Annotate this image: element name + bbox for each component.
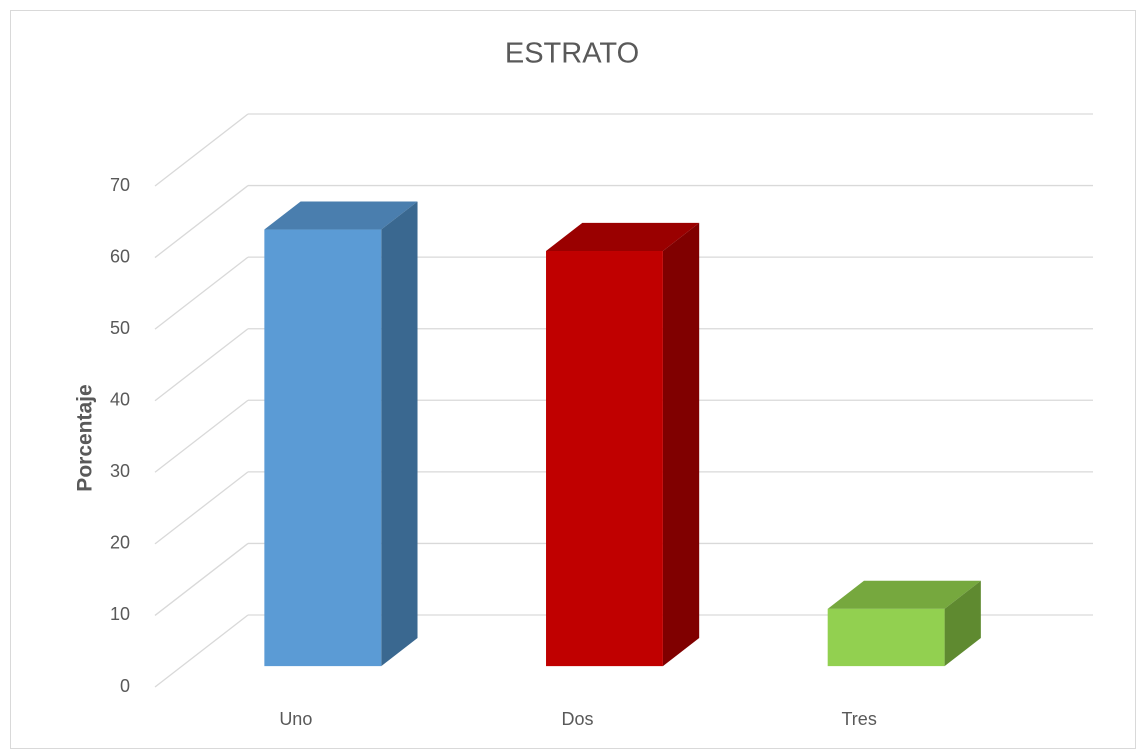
grid-line xyxy=(154,328,249,402)
y-tick-label: 20 xyxy=(110,533,130,553)
grid-line xyxy=(154,542,249,616)
bar xyxy=(264,229,382,667)
y-tick-label: 40 xyxy=(110,389,130,409)
bar-top xyxy=(546,222,700,252)
y-tick-label: 10 xyxy=(110,604,130,624)
y-tick-label: 60 xyxy=(110,246,130,266)
x-tick-label: Tres xyxy=(841,709,876,729)
grid-line xyxy=(154,471,249,545)
x-tick-label: Dos xyxy=(561,709,593,729)
bar-side xyxy=(944,580,981,667)
grid-line xyxy=(154,113,249,187)
grid-line xyxy=(154,185,249,259)
bar-side xyxy=(662,222,700,667)
grid-line xyxy=(154,614,249,688)
bar-top xyxy=(264,201,418,230)
grid-line xyxy=(154,399,249,473)
bar xyxy=(827,608,945,667)
bar-top xyxy=(827,580,981,609)
bar-side xyxy=(381,201,418,667)
y-tick-label: 30 xyxy=(110,461,130,481)
y-tick-label: 70 xyxy=(110,175,130,195)
y-axis-label: Porcentaje xyxy=(74,384,97,491)
y-tick-label: 50 xyxy=(110,318,130,338)
grid-line xyxy=(154,256,249,330)
bar xyxy=(546,251,663,667)
x-tick-label: Uno xyxy=(279,709,312,729)
chart-title: ESTRATO xyxy=(505,38,639,70)
y-tick-label: 0 xyxy=(120,676,130,696)
